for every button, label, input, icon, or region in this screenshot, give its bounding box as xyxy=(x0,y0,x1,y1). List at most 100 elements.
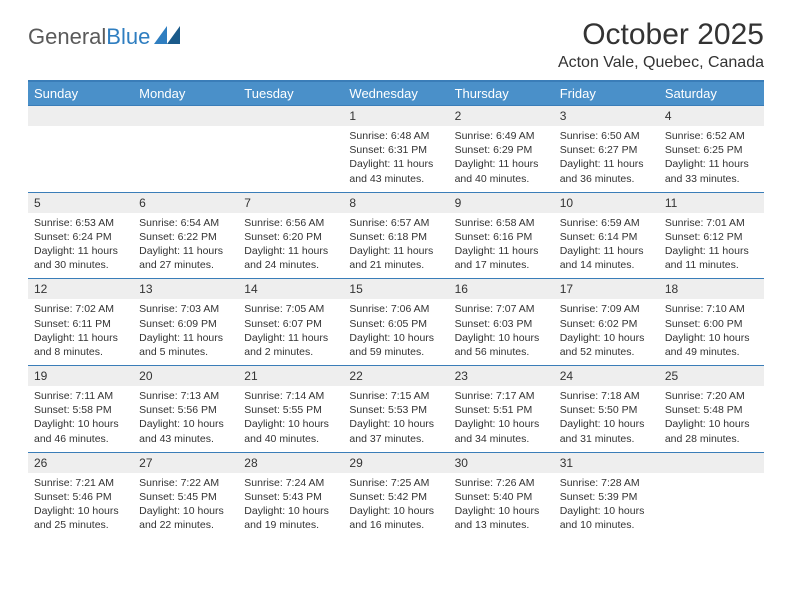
day-number-cell: 13 xyxy=(133,279,238,300)
daylight-line: Daylight: 11 hours and 21 minutes. xyxy=(349,244,442,272)
day-number-cell: 14 xyxy=(238,279,343,300)
daylight-line: Daylight: 10 hours and 59 minutes. xyxy=(349,331,442,359)
day-content-cell: Sunrise: 7:18 AMSunset: 5:50 PMDaylight:… xyxy=(554,386,659,452)
day-number-cell: 7 xyxy=(238,192,343,213)
day-content-cell: Sunrise: 6:53 AMSunset: 6:24 PMDaylight:… xyxy=(28,213,133,279)
day-content-cell: Sunrise: 7:06 AMSunset: 6:05 PMDaylight:… xyxy=(343,299,448,365)
daylight-line: Daylight: 10 hours and 43 minutes. xyxy=(139,417,232,445)
day-content-cell: Sunrise: 6:58 AMSunset: 6:16 PMDaylight:… xyxy=(449,213,554,279)
day-content-cell: Sunrise: 7:15 AMSunset: 5:53 PMDaylight:… xyxy=(343,386,448,452)
weekday-header: Wednesday xyxy=(343,81,448,106)
day-number-cell: 30 xyxy=(449,452,554,473)
day-content-cell: Sunrise: 7:28 AMSunset: 5:39 PMDaylight:… xyxy=(554,473,659,539)
weekday-header: Friday xyxy=(554,81,659,106)
sunset-line: Sunset: 5:51 PM xyxy=(455,403,548,417)
day-number-row: 262728293031 xyxy=(28,452,764,473)
sunset-line: Sunset: 5:45 PM xyxy=(139,490,232,504)
day-number-cell: 17 xyxy=(554,279,659,300)
day-content-cell: Sunrise: 7:22 AMSunset: 5:45 PMDaylight:… xyxy=(133,473,238,539)
sunset-line: Sunset: 6:07 PM xyxy=(244,317,337,331)
day-number-cell: 8 xyxy=(343,192,448,213)
day-content-cell: Sunrise: 7:02 AMSunset: 6:11 PMDaylight:… xyxy=(28,299,133,365)
day-number-cell xyxy=(238,106,343,127)
sunset-line: Sunset: 6:00 PM xyxy=(665,317,758,331)
month-title: October 2025 xyxy=(558,18,764,52)
sunset-line: Sunset: 6:18 PM xyxy=(349,230,442,244)
day-number-cell xyxy=(659,452,764,473)
day-content-cell: Sunrise: 7:11 AMSunset: 5:58 PMDaylight:… xyxy=(28,386,133,452)
day-number-row: 567891011 xyxy=(28,192,764,213)
sunrise-line: Sunrise: 7:09 AM xyxy=(560,302,653,316)
day-number-cell xyxy=(28,106,133,127)
daylight-line: Daylight: 11 hours and 14 minutes. xyxy=(560,244,653,272)
sunset-line: Sunset: 6:12 PM xyxy=(665,230,758,244)
sunset-line: Sunset: 5:58 PM xyxy=(34,403,127,417)
daylight-line: Daylight: 11 hours and 33 minutes. xyxy=(665,157,758,185)
day-number-row: 1234 xyxy=(28,106,764,127)
day-content-row: Sunrise: 6:48 AMSunset: 6:31 PMDaylight:… xyxy=(28,126,764,192)
sunrise-line: Sunrise: 7:13 AM xyxy=(139,389,232,403)
sunset-line: Sunset: 5:43 PM xyxy=(244,490,337,504)
daylight-line: Daylight: 11 hours and 5 minutes. xyxy=(139,331,232,359)
sunrise-line: Sunrise: 7:07 AM xyxy=(455,302,548,316)
daylight-line: Daylight: 10 hours and 16 minutes. xyxy=(349,504,442,532)
day-number-row: 12131415161718 xyxy=(28,279,764,300)
day-content-cell: Sunrise: 7:20 AMSunset: 5:48 PMDaylight:… xyxy=(659,386,764,452)
sunrise-line: Sunrise: 6:50 AM xyxy=(560,129,653,143)
calendar-table: Sunday Monday Tuesday Wednesday Thursday… xyxy=(28,80,764,539)
location-label: Acton Vale, Quebec, Canada xyxy=(558,54,764,72)
day-content-cell: Sunrise: 7:03 AMSunset: 6:09 PMDaylight:… xyxy=(133,299,238,365)
sunrise-line: Sunrise: 6:48 AM xyxy=(349,129,442,143)
sunrise-line: Sunrise: 7:06 AM xyxy=(349,302,442,316)
daylight-line: Daylight: 10 hours and 49 minutes. xyxy=(665,331,758,359)
day-number-cell: 9 xyxy=(449,192,554,213)
day-number-cell: 27 xyxy=(133,452,238,473)
sunrise-line: Sunrise: 7:24 AM xyxy=(244,476,337,490)
day-number-cell: 11 xyxy=(659,192,764,213)
sunset-line: Sunset: 5:48 PM xyxy=(665,403,758,417)
day-number-cell: 24 xyxy=(554,366,659,387)
sunrise-line: Sunrise: 6:57 AM xyxy=(349,216,442,230)
day-number-cell: 23 xyxy=(449,366,554,387)
day-number-cell: 20 xyxy=(133,366,238,387)
sunset-line: Sunset: 6:03 PM xyxy=(455,317,548,331)
weekday-header: Sunday xyxy=(28,81,133,106)
day-number-cell: 2 xyxy=(449,106,554,127)
day-content-row: Sunrise: 7:02 AMSunset: 6:11 PMDaylight:… xyxy=(28,299,764,365)
daylight-line: Daylight: 11 hours and 30 minutes. xyxy=(34,244,127,272)
sunrise-line: Sunrise: 6:58 AM xyxy=(455,216,548,230)
sunrise-line: Sunrise: 7:22 AM xyxy=(139,476,232,490)
sunrise-line: Sunrise: 6:59 AM xyxy=(560,216,653,230)
day-content-row: Sunrise: 6:53 AMSunset: 6:24 PMDaylight:… xyxy=(28,213,764,279)
day-content-cell: Sunrise: 6:50 AMSunset: 6:27 PMDaylight:… xyxy=(554,126,659,192)
day-content-cell: Sunrise: 6:59 AMSunset: 6:14 PMDaylight:… xyxy=(554,213,659,279)
day-number-cell: 4 xyxy=(659,106,764,127)
logo-text-general: General xyxy=(28,24,106,50)
daylight-line: Daylight: 11 hours and 17 minutes. xyxy=(455,244,548,272)
daylight-line: Daylight: 11 hours and 27 minutes. xyxy=(139,244,232,272)
sunrise-line: Sunrise: 7:25 AM xyxy=(349,476,442,490)
daylight-line: Daylight: 10 hours and 31 minutes. xyxy=(560,417,653,445)
sunset-line: Sunset: 6:14 PM xyxy=(560,230,653,244)
daylight-line: Daylight: 11 hours and 2 minutes. xyxy=(244,331,337,359)
day-content-cell: Sunrise: 7:09 AMSunset: 6:02 PMDaylight:… xyxy=(554,299,659,365)
day-content-cell: Sunrise: 6:57 AMSunset: 6:18 PMDaylight:… xyxy=(343,213,448,279)
sunrise-line: Sunrise: 7:03 AM xyxy=(139,302,232,316)
daylight-line: Daylight: 10 hours and 25 minutes. xyxy=(34,504,127,532)
sunrise-line: Sunrise: 6:49 AM xyxy=(455,129,548,143)
sunset-line: Sunset: 6:29 PM xyxy=(455,143,548,157)
daylight-line: Daylight: 11 hours and 8 minutes. xyxy=(34,331,127,359)
day-number-cell: 10 xyxy=(554,192,659,213)
weekday-header: Tuesday xyxy=(238,81,343,106)
day-number-cell: 25 xyxy=(659,366,764,387)
day-content-cell: Sunrise: 7:13 AMSunset: 5:56 PMDaylight:… xyxy=(133,386,238,452)
daylight-line: Daylight: 10 hours and 34 minutes. xyxy=(455,417,548,445)
daylight-line: Daylight: 11 hours and 36 minutes. xyxy=(560,157,653,185)
day-number-cell: 31 xyxy=(554,452,659,473)
calendar-body: 1234Sunrise: 6:48 AMSunset: 6:31 PMDayli… xyxy=(28,106,764,539)
day-content-cell xyxy=(28,126,133,192)
day-content-cell xyxy=(238,126,343,192)
day-number-cell: 22 xyxy=(343,366,448,387)
calendar-page: General Blue October 2025 Acton Vale, Qu… xyxy=(0,0,792,557)
sunset-line: Sunset: 6:27 PM xyxy=(560,143,653,157)
